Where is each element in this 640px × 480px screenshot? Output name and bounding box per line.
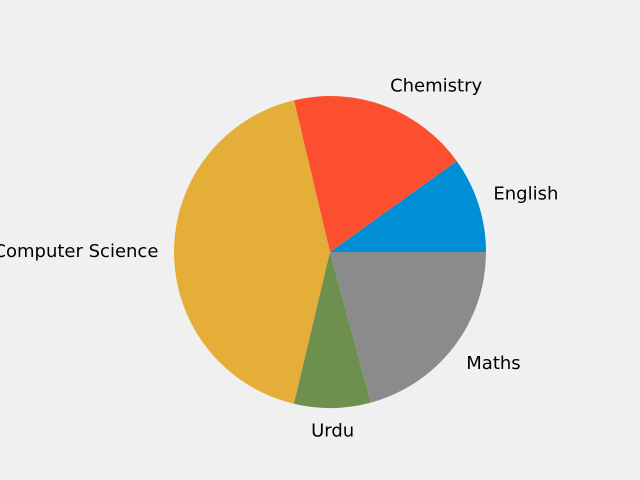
slice-chemistry <box>293 95 457 252</box>
slice-label-computer-science: Computer Science <box>0 241 158 262</box>
slice-maths <box>330 252 486 403</box>
slice-computer-science <box>173 100 330 404</box>
slice-label-english: English <box>493 183 558 204</box>
slice-label-maths: Maths <box>466 353 520 374</box>
slice-urdu <box>293 252 371 408</box>
slice-english <box>330 161 486 252</box>
pie-slices <box>173 95 486 408</box>
slice-label-chemistry: Chemistry <box>390 75 482 96</box>
slice-label-urdu: Urdu <box>311 420 354 441</box>
pie-labels: English Chemistry Computer Science Urdu Math… <box>0 75 558 441</box>
